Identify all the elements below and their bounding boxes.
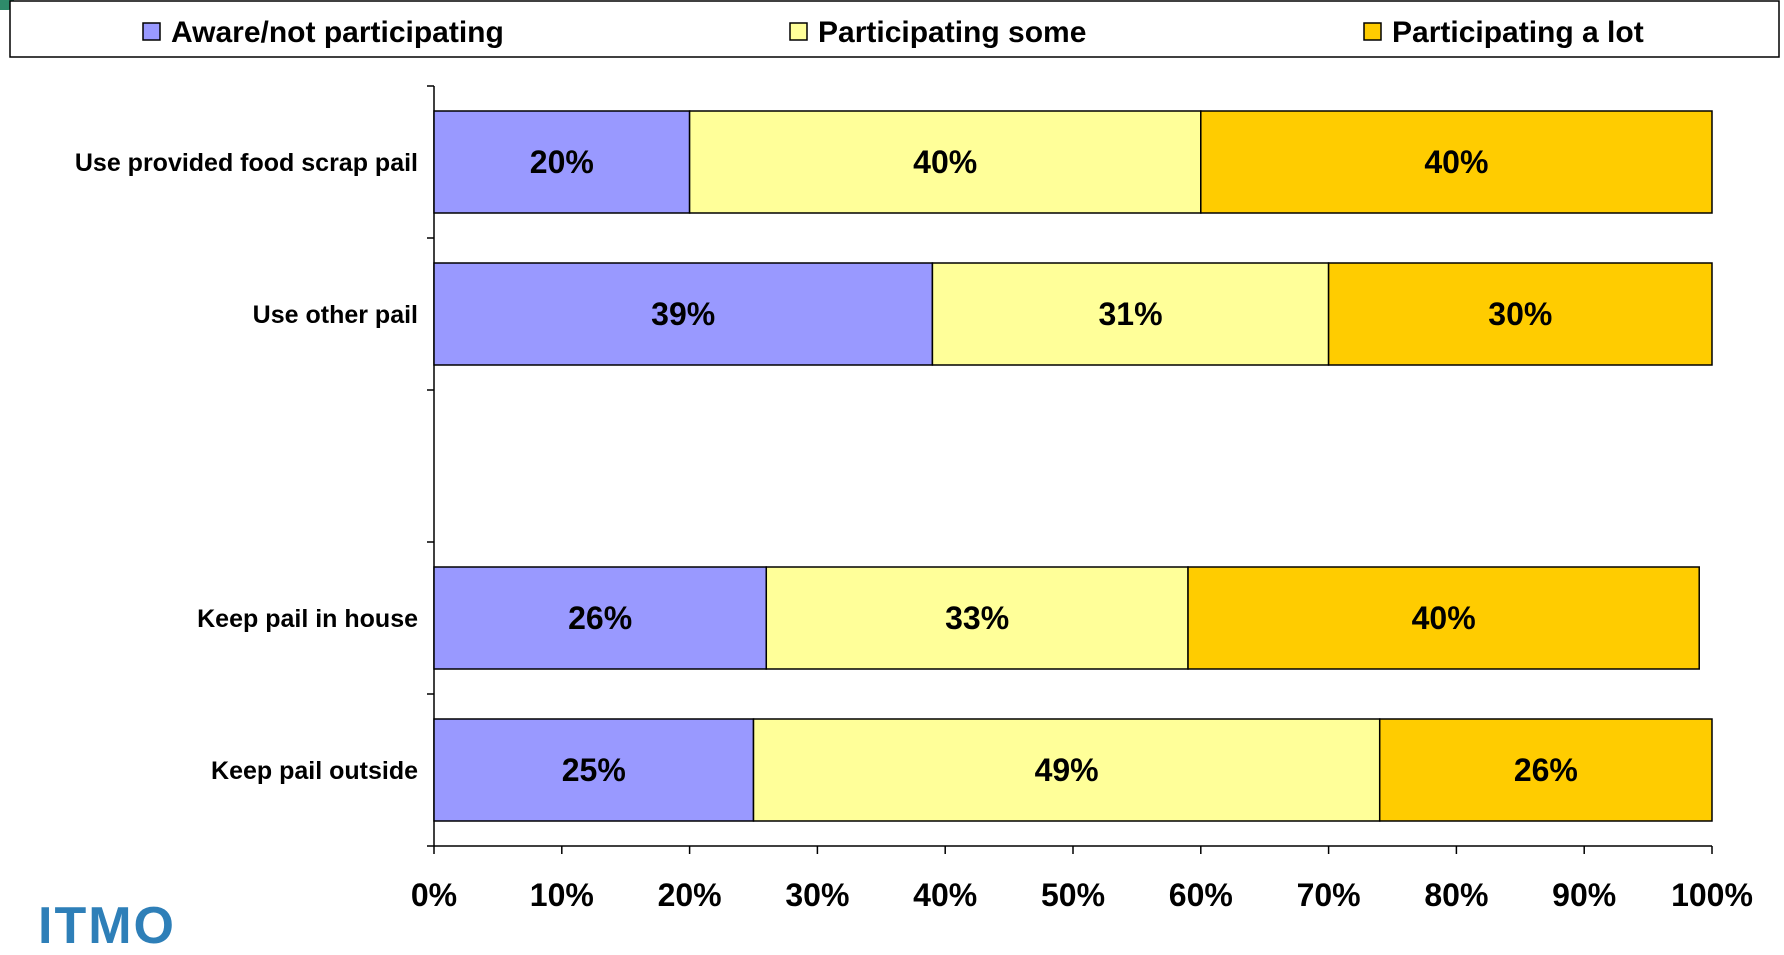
category-label: Use other pail: [253, 301, 418, 329]
data-label: 26%: [568, 600, 632, 636]
x-tick-label: 100%: [1671, 877, 1753, 913]
legend-entry: Participating a lot: [1392, 16, 1644, 49]
data-label: 40%: [913, 144, 977, 180]
legend-swatch: [789, 22, 808, 41]
data-label: 31%: [1098, 296, 1162, 332]
data-label: 40%: [1412, 600, 1476, 636]
legend-swatch: [142, 22, 161, 41]
stacked-bar-chart: Aware/not participating Participating som…: [9, 0, 1780, 913]
axes: 0% 10% 20% 30% 40% 50% 60% 70% 80% 90% 100%: [411, 85, 1753, 913]
category-label: Keep pail in house: [197, 605, 418, 633]
bar-segment: [433, 566, 768, 670]
legend-box: [9, 0, 1780, 58]
data-label: 40%: [1424, 144, 1488, 180]
x-tick-label: 20%: [658, 877, 722, 913]
legend: Aware/not participating Participating som…: [9, 0, 1780, 58]
x-tick-label: 80%: [1424, 877, 1488, 913]
bars: [433, 110, 1713, 822]
x-tick-label: 70%: [1297, 877, 1361, 913]
x-tick-label: 90%: [1552, 877, 1616, 913]
x-tick-label: 50%: [1041, 877, 1105, 913]
data-label: 26%: [1514, 752, 1578, 788]
data-label: 20%: [530, 144, 594, 180]
bar-segment: [688, 110, 1202, 214]
data-label: 33%: [945, 600, 1009, 636]
bar-segment: [765, 566, 1189, 670]
data-label: 30%: [1488, 296, 1552, 332]
bar-segment: [1200, 110, 1713, 214]
x-tick-label: 40%: [913, 877, 977, 913]
bar-segment: [1327, 262, 1713, 366]
data-labels: Use provided food scrap pail 20% 40% 40% Use…: [75, 144, 1578, 788]
x-tick-label: 0%: [411, 877, 457, 913]
data-label: 39%: [651, 296, 715, 332]
bar-segment: [931, 262, 1330, 366]
bar-segment: [433, 262, 934, 366]
bar-segment: [1187, 566, 1700, 670]
legend-entry: Aware/not participating: [171, 16, 504, 49]
category-label: Keep pail outside: [211, 757, 418, 785]
legend-entry: Participating some: [818, 16, 1086, 49]
category-label: Use provided food scrap pail: [75, 149, 418, 177]
bar-segment: [752, 718, 1381, 822]
legend-swatch: [1363, 22, 1382, 41]
bar-segment: [1378, 718, 1713, 822]
corner-decoration: [0, 0, 14, 10]
bar-segment: [433, 718, 755, 822]
x-tick-label: 60%: [1169, 877, 1233, 913]
data-label: 25%: [562, 752, 626, 788]
x-tick-label: 10%: [530, 877, 594, 913]
logo-fragment: ITMO: [38, 897, 176, 955]
data-label: 49%: [1035, 752, 1099, 788]
x-tick-label: 30%: [785, 877, 849, 913]
